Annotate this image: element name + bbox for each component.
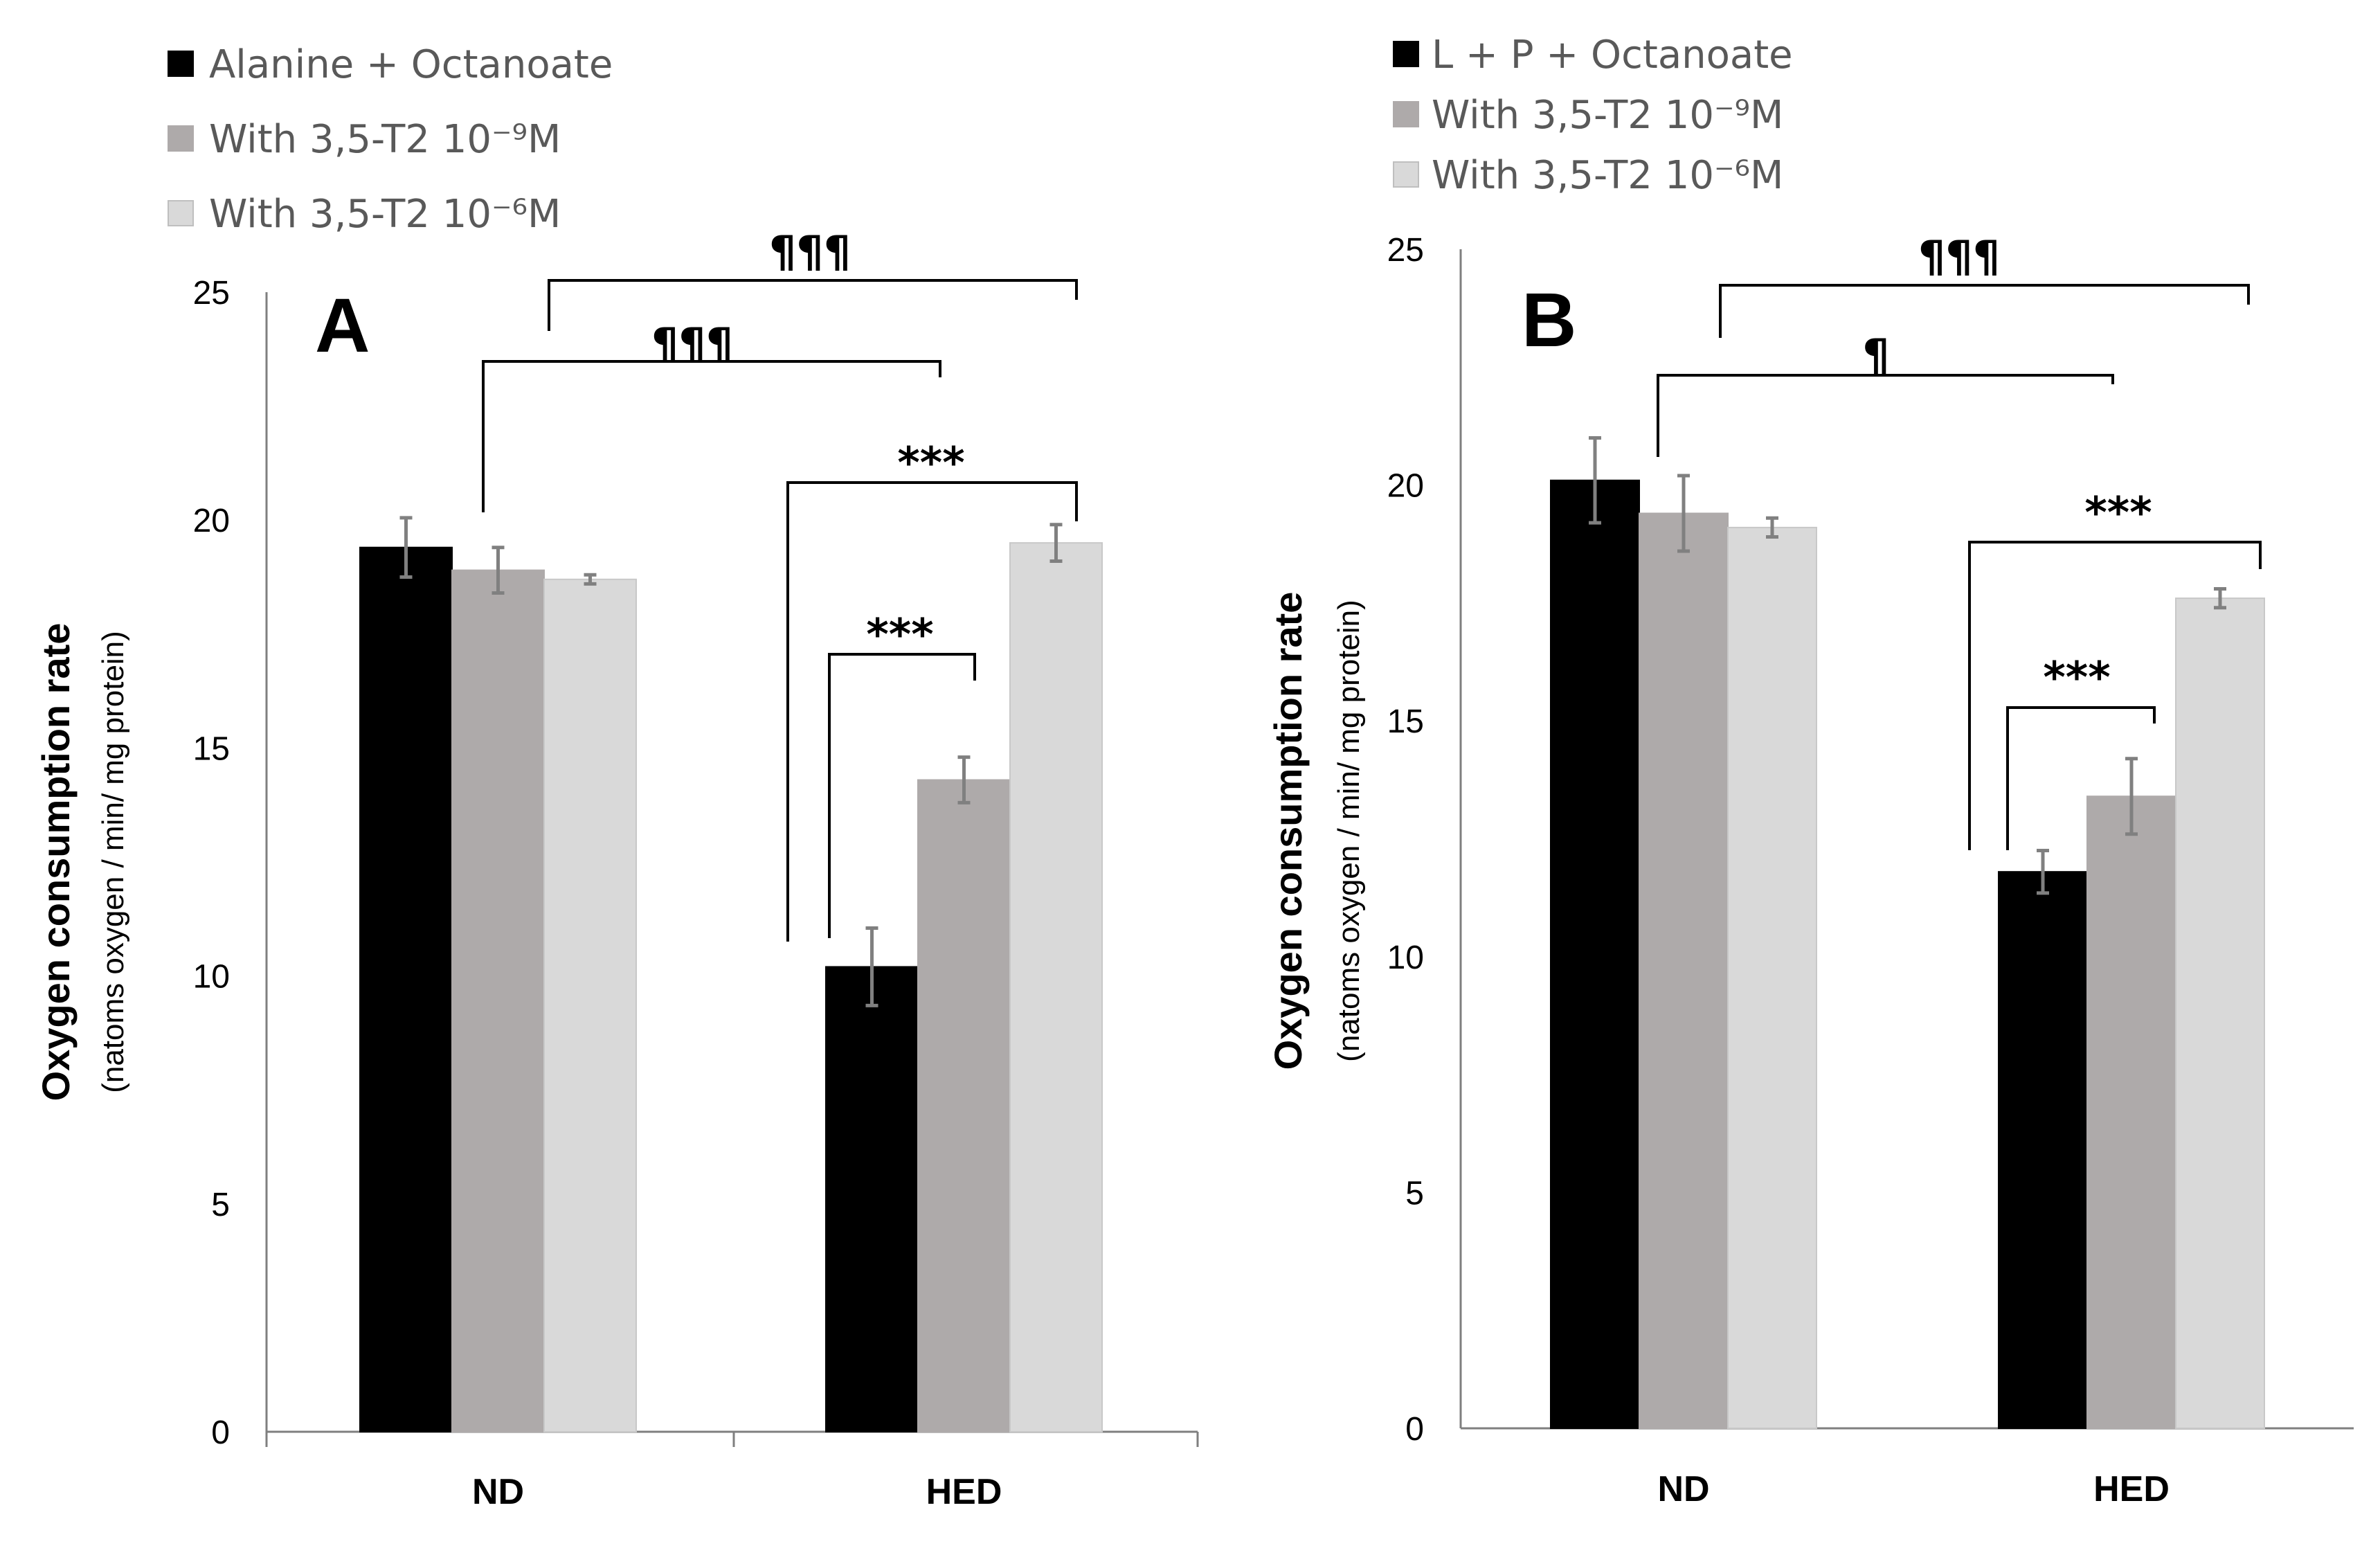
y-tick-label: 20 (1387, 468, 1424, 505)
significance-label: ¶¶¶ (651, 318, 733, 369)
significance-label: ¶¶¶ (1918, 231, 2000, 282)
legend-swatch (168, 200, 194, 226)
bar (1998, 871, 2088, 1429)
chart-panel-a: Alanine + Octanoate With 3,5-T2 10⁻⁹M With… (34, 42, 1199, 1512)
panel-label: A (315, 283, 370, 368)
y-tick-label: 5 (1405, 1175, 1424, 1212)
x-category-label: ND (472, 1472, 524, 1512)
significance-bracket (2006, 706, 2156, 850)
bar (825, 966, 919, 1432)
significance-bracket (1968, 541, 2262, 850)
significance-label: *** (2084, 487, 2152, 538)
bar (451, 569, 545, 1432)
y-tick-label: 10 (1387, 940, 1424, 976)
y-tick-label: 15 (193, 730, 230, 767)
significance-label: *** (866, 609, 933, 660)
y-tick-label: 25 (1387, 232, 1424, 269)
legend-entry: With 3,5-T2 10⁻⁶M (1432, 153, 1783, 198)
significance-label: ¶¶¶ (769, 226, 851, 277)
legend-swatch (1393, 41, 1419, 67)
y-axis-sublabel: (natoms oxygen / min/ mg protein) (1332, 600, 1366, 1062)
chart-panel-b: L + P + Octanoate With 3,5-T2 10⁻⁹M With 3… (1266, 33, 2354, 1509)
y-axis-label: Oxygen consumption rate (1266, 592, 1310, 1070)
significance-bracket (828, 653, 976, 938)
legend-swatch (168, 51, 194, 77)
significance-bracket (1719, 284, 2250, 338)
x-category-label: HED (926, 1472, 1002, 1512)
significance-bracket (1657, 374, 2114, 457)
x-category-label: HED (2093, 1469, 2170, 1509)
bar (1727, 526, 1817, 1430)
bar (359, 546, 453, 1432)
significance-bracket (482, 360, 941, 512)
y-tick-label: 0 (1405, 1411, 1424, 1448)
bar (1639, 512, 1729, 1429)
bar (2175, 597, 2265, 1429)
y-tick-label: 0 (211, 1414, 230, 1451)
legend-swatch (168, 125, 194, 152)
bar (2086, 796, 2176, 1429)
y-axis-label: Oxygen consumption rate (34, 623, 78, 1102)
legend-entry: With 3,5-T2 10⁻⁹M (1432, 93, 1783, 138)
legend-entry: L + P + Octanoate (1432, 33, 1793, 78)
bar (1550, 479, 1640, 1430)
bar (543, 578, 637, 1432)
x-category-label: ND (1657, 1469, 1709, 1509)
panel-label: B (1522, 278, 1576, 363)
legend-swatch (1393, 101, 1419, 127)
significance-label: *** (897, 438, 964, 488)
y-axis-sublabel: (natoms oxygen / min/ mg protein) (96, 631, 130, 1093)
y-tick-label: 15 (1387, 703, 1424, 740)
significance-bracket (786, 481, 1078, 942)
significance-label: ¶ (1862, 330, 1889, 380)
significance-label: *** (2043, 652, 2110, 703)
significance-bracket (548, 279, 1078, 331)
y-tick-label: 5 (211, 1187, 230, 1223)
y-tick-label: 25 (193, 275, 230, 312)
legend-swatch (1393, 161, 1419, 188)
bar (1009, 542, 1103, 1432)
bar (917, 779, 1011, 1433)
y-tick-label: 10 (193, 959, 230, 996)
y-tick-label: 20 (193, 503, 230, 539)
legend-entry: With 3,5-T2 10⁻⁹M (209, 117, 561, 162)
legend-entry: With 3,5-T2 10⁻⁶M (209, 192, 561, 237)
legend-entry: Alanine + Octanoate (209, 42, 613, 87)
